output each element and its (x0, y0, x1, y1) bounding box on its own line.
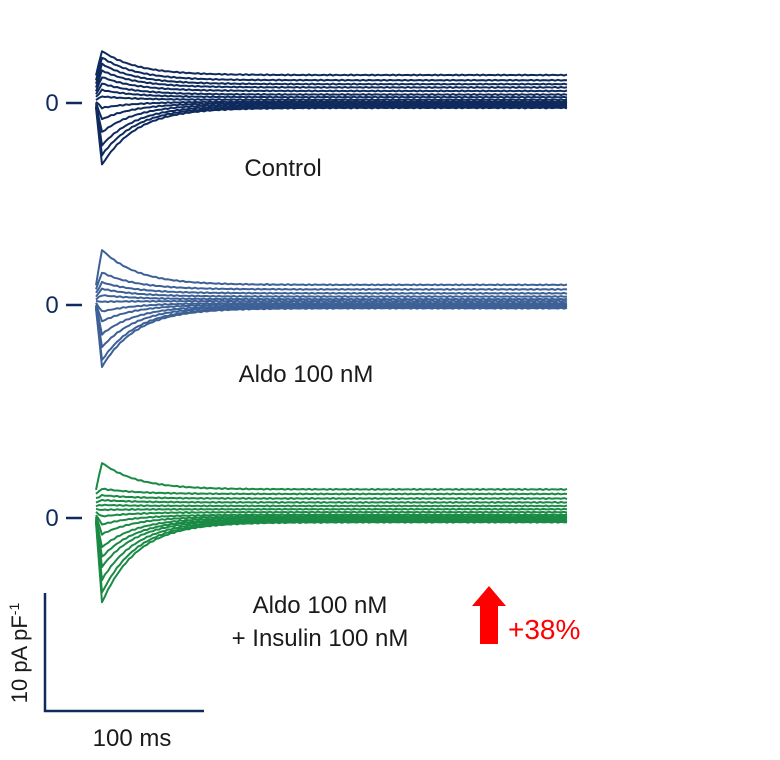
current-trace (95, 518, 568, 568)
zero-label-aldo: 0 (45, 292, 58, 319)
scale-bar-lines (43, 593, 204, 713)
current-trace (95, 519, 567, 582)
scale-bar-x-label: 100 ms (93, 725, 172, 752)
current-trace (95, 503, 568, 508)
increase-annotation: +38% (472, 586, 580, 645)
zero-label-aldo-insulin: 0 (45, 505, 58, 532)
current-trace (95, 487, 568, 496)
current-trace (95, 104, 568, 147)
current-trace (95, 520, 568, 594)
panel-label-aldo: Aldo 100 nM (239, 361, 374, 388)
current-trace (95, 304, 568, 336)
current-trace (95, 510, 568, 518)
current-trace (95, 498, 568, 504)
current-trace (95, 82, 568, 96)
panel-label-control: Control (244, 155, 321, 182)
current-trace (95, 462, 568, 491)
current-trace (95, 299, 568, 304)
current-trace (95, 517, 568, 558)
current-trace (95, 306, 568, 361)
current-trace (95, 69, 568, 89)
current-trace (95, 100, 568, 110)
current-trace (95, 76, 568, 93)
current-trace (95, 280, 568, 295)
up-arrow-icon (472, 586, 506, 644)
current-trace (95, 306, 568, 368)
current-trace (95, 88, 568, 99)
current-trace (95, 514, 568, 536)
current-trace (95, 287, 568, 298)
current-trace (95, 305, 568, 349)
current-trace (95, 106, 568, 166)
panel-label-aldo-insulin-line1: Aldo 100 nM (253, 592, 388, 619)
panel-aldo: 0 Aldo 100 nM (45, 249, 568, 388)
current-trace (95, 249, 568, 287)
current-trace (95, 493, 568, 500)
panel-control: 0 Control (45, 50, 568, 182)
current-trace (95, 301, 568, 313)
traces-aldo-insulin (95, 462, 568, 604)
traces-aldo (95, 249, 568, 368)
current-trace (95, 56, 568, 82)
traces-control (95, 50, 568, 166)
current-trace (95, 95, 568, 102)
scale-bar-y-label: 10 pA pF-1 (6, 603, 32, 704)
current-trace (95, 294, 568, 301)
current-trace (95, 520, 568, 604)
current-trace (95, 271, 568, 291)
current-trace (95, 101, 568, 121)
current-trace (95, 62, 568, 86)
current-trace (95, 516, 568, 549)
scale-bar: 10 pA pF-1 100 ms (6, 593, 204, 752)
current-trace (95, 513, 568, 526)
current-trace (95, 507, 568, 512)
zero-label-control: 0 (45, 90, 58, 117)
panel-aldo-insulin: 0 Aldo 100 nM + Insulin 100 nM (45, 462, 568, 652)
current-trace (95, 105, 567, 157)
percent-increase-label: +38% (508, 614, 580, 645)
current-trace (95, 50, 568, 77)
panel-label-aldo-insulin-line2: + Insulin 100 nM (232, 625, 409, 652)
